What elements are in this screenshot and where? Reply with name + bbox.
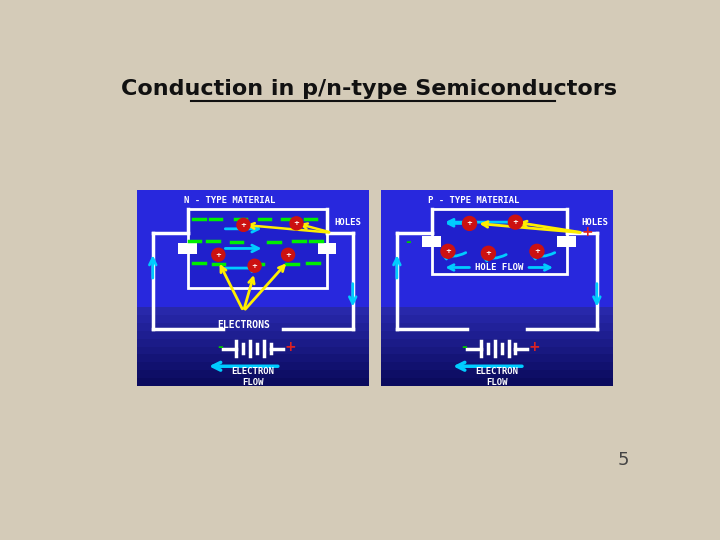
Text: +: + [485,250,491,256]
Text: HOLES: HOLES [581,218,608,227]
Text: +: + [582,225,593,239]
Bar [179,242,197,254]
Bar [137,331,369,339]
Circle shape [482,246,495,260]
Bar [137,323,369,331]
Circle shape [237,218,250,231]
Circle shape [441,245,455,258]
Bar [381,347,613,354]
Text: +: + [534,248,540,254]
Text: N - TYPE MATERIAL: N - TYPE MATERIAL [184,196,275,205]
Bar [137,354,369,362]
Bar [381,323,613,331]
Bar [381,339,613,347]
Bar [137,315,369,323]
Bar [318,242,336,254]
Bar [137,347,369,354]
Bar [381,190,613,307]
Circle shape [212,248,225,261]
Text: -: - [217,340,223,354]
Text: +: + [215,252,221,258]
Text: -: - [462,340,467,354]
Text: +: + [513,219,518,225]
Text: +: + [240,222,246,228]
Bar [381,315,613,323]
Bar [137,378,369,386]
Bar [137,362,369,370]
Text: +: + [252,263,258,269]
Text: HOLE FLOW: HOLE FLOW [475,263,523,272]
Bar [381,378,613,386]
Bar [137,370,369,378]
Bar [137,339,369,347]
Bar [557,235,576,247]
Text: +: + [285,252,291,258]
Text: -: - [405,234,411,248]
Circle shape [530,245,544,258]
Circle shape [462,217,477,231]
Bar [381,354,613,362]
Text: ELECTRON
FLOW: ELECTRON FLOW [475,367,518,387]
Text: +: + [445,248,451,254]
Bar [381,370,613,378]
Text: Conduction in p/n-type Semiconductors: Conduction in p/n-type Semiconductors [121,79,617,99]
Text: HOLES: HOLES [335,218,361,227]
Circle shape [248,259,261,272]
Circle shape [290,217,303,230]
Circle shape [282,248,294,261]
Bar [137,190,369,307]
Bar [423,235,441,247]
Text: 5: 5 [617,451,629,469]
Bar [381,331,613,339]
Text: +: + [528,340,540,354]
Text: P - TYPE MATERIAL: P - TYPE MATERIAL [428,196,519,205]
Text: +: + [467,220,472,226]
Bar [137,307,369,315]
Bar [432,209,567,274]
Text: ELECTRON
FLOW: ELECTRON FLOW [231,367,274,387]
Text: +: + [284,340,296,354]
Text: ELECTRONS: ELECTRONS [217,320,270,330]
Bar [381,362,613,370]
Circle shape [508,215,522,229]
Bar [381,307,613,315]
Bar [188,209,327,288]
Text: +: + [294,220,300,226]
